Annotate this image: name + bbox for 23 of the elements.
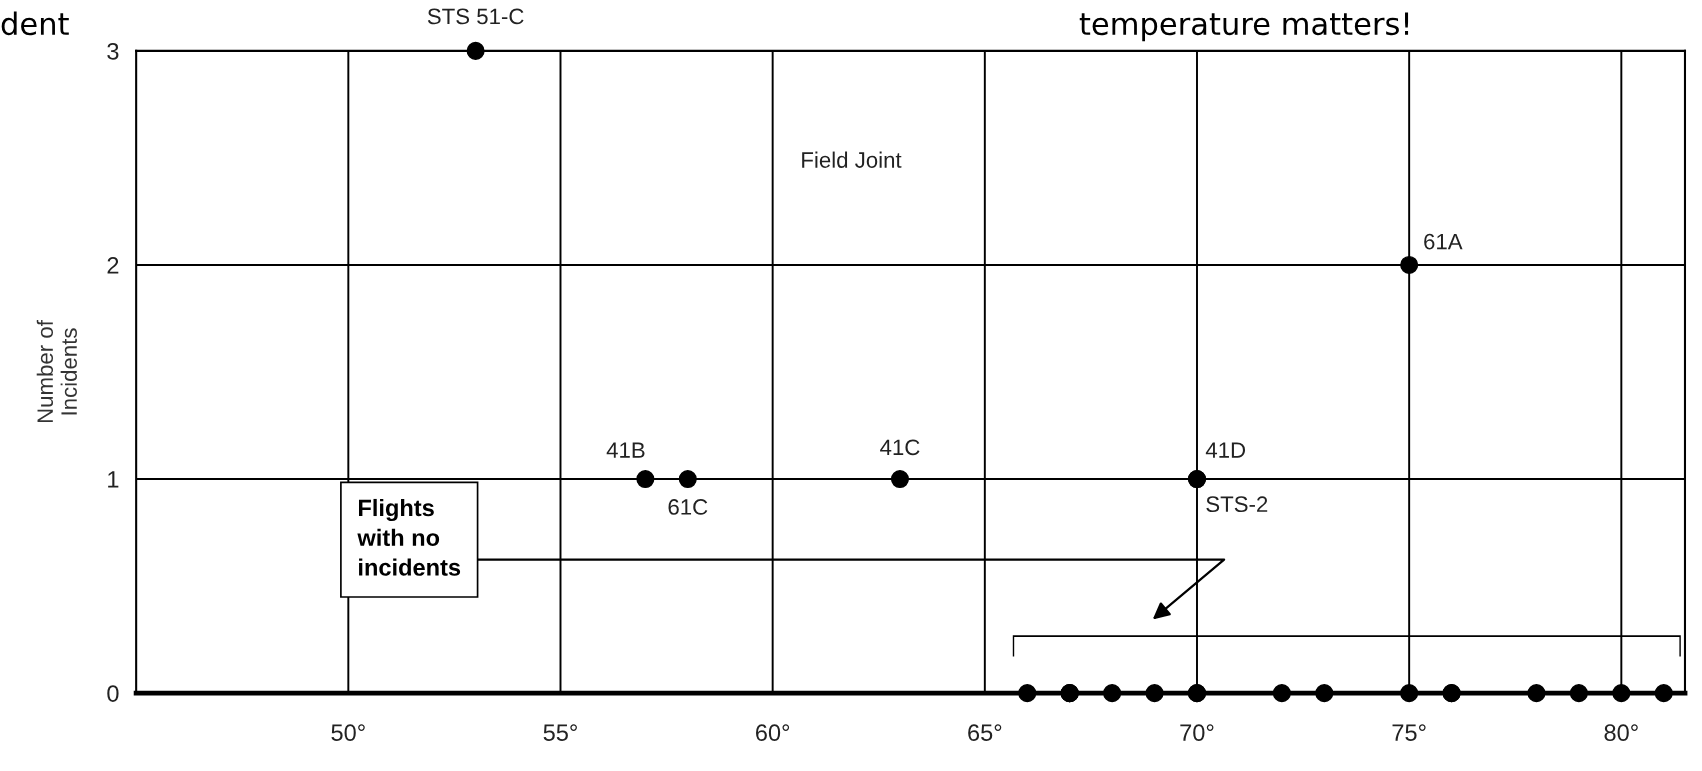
y-tick-label: 0	[107, 685, 119, 702]
annotation: Flights with no incidents	[357, 498, 461, 576]
annotation: 61C	[668, 499, 708, 515]
x-tick-label: 70°	[1180, 724, 1214, 742]
text: temperature matters!	[1079, 12, 1409, 42]
annotation: 41D	[1205, 442, 1246, 458]
y-axis-title: Number of Incidents	[36, 320, 77, 423]
text: dent	[1, 11, 69, 36]
x-tick-label: 80°	[1604, 724, 1638, 742]
annotation: 61A	[1424, 233, 1463, 250]
annotation: 41B	[606, 442, 645, 458]
annotation: 41C	[880, 439, 920, 456]
annotation: STS-2	[1206, 496, 1268, 513]
x-tick-label: 60°	[756, 724, 790, 742]
x-tick-label: 55°	[543, 724, 577, 742]
y-tick-label: 2	[107, 257, 119, 274]
y-tick-label: 3	[107, 42, 119, 60]
annotation: Field Joint	[802, 151, 902, 168]
x-tick-label: 65°	[968, 724, 1002, 742]
annotation: STS 51-C	[427, 8, 524, 25]
y-tick-label: 1	[108, 471, 119, 488]
x-tick-label: 50°	[331, 724, 365, 742]
x-tick-label: 75°	[1392, 724, 1426, 742]
